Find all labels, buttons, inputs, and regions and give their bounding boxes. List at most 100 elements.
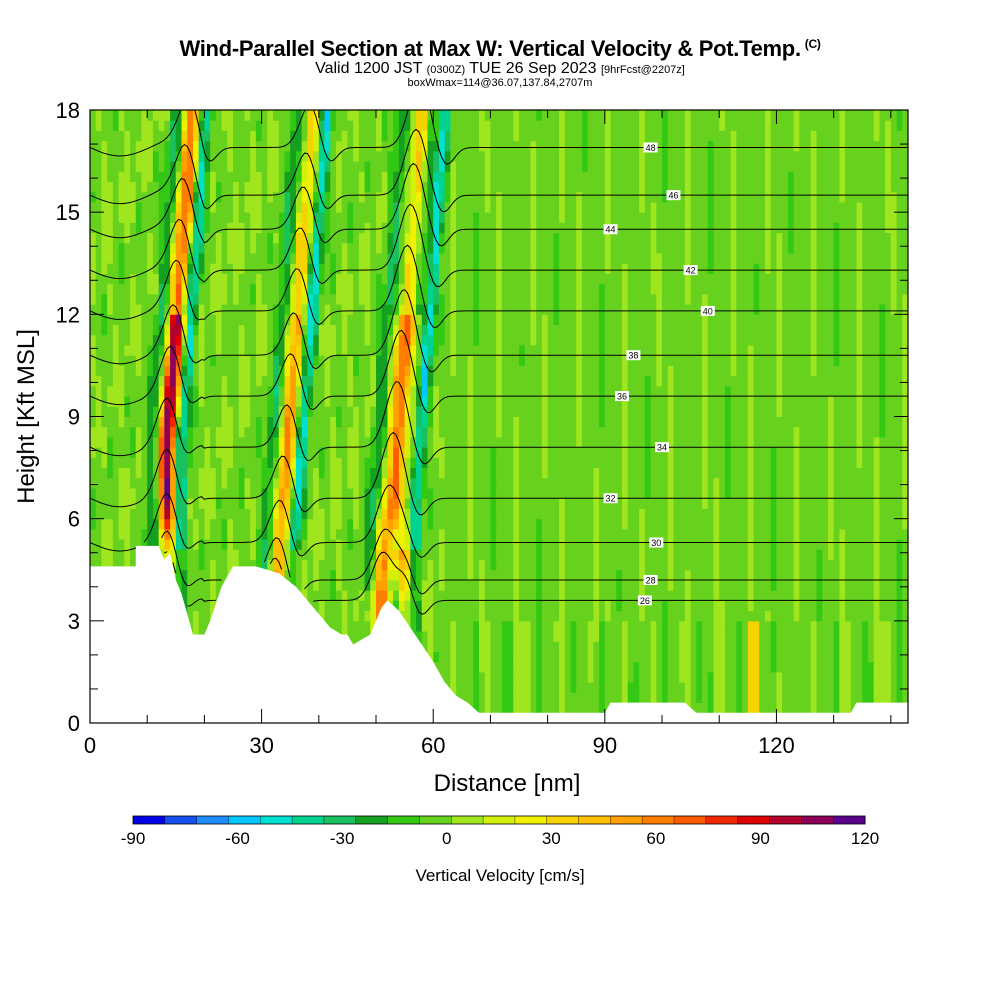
velocity-cell: [95, 273, 102, 285]
velocity-cell: [553, 406, 560, 417]
velocity-cell: [387, 488, 394, 499]
velocity-cell: [450, 181, 457, 193]
velocity-cell: [507, 140, 514, 152]
velocity-cell: [433, 569, 440, 581]
velocity-cell: [473, 375, 480, 387]
velocity-cell: [478, 375, 486, 387]
velocity-cell: [467, 549, 474, 561]
velocity-cell: [204, 539, 211, 550]
velocity-cell: [398, 130, 406, 142]
velocity-cell: [427, 539, 434, 550]
velocity-cell: [416, 620, 423, 632]
velocity-cell: [130, 110, 137, 121]
velocity-cell: [387, 222, 394, 234]
velocity-cell: [90, 232, 97, 244]
velocity-cell: [376, 518, 383, 530]
velocity-cell: [301, 334, 308, 346]
velocity-cell: [192, 498, 200, 509]
velocity-cell: [410, 518, 417, 530]
velocity-cell: [290, 314, 297, 326]
velocity-cell: [484, 671, 491, 683]
velocity-cell: [244, 344, 251, 356]
velocity-cell: [478, 477, 486, 489]
velocity-cell: [404, 355, 411, 366]
velocity-cell: [135, 447, 142, 458]
velocity-cell: [376, 396, 383, 407]
velocity-cell: [490, 692, 497, 704]
velocity-cell: [301, 559, 308, 571]
velocity-cell: [324, 549, 331, 561]
velocity-cell: [496, 620, 503, 632]
velocity-cell: [519, 344, 526, 356]
velocity-cell: [313, 375, 320, 387]
velocity-cell: [130, 293, 137, 305]
velocity-cell: [267, 467, 274, 479]
velocity-cell: [456, 467, 463, 479]
velocity-cell: [267, 130, 274, 142]
velocity-cell: [444, 549, 451, 561]
velocity-cell: [152, 385, 160, 397]
velocity-cell: [313, 396, 320, 407]
velocity-cell: [244, 528, 251, 540]
velocity-cell: [370, 344, 377, 356]
velocity-cell: [559, 600, 566, 612]
velocity-cell: [347, 161, 354, 172]
velocity-cell: [541, 549, 549, 561]
velocity-cell: [530, 212, 537, 223]
velocity-cell: [135, 324, 142, 336]
velocity-cell: [524, 253, 531, 264]
velocity-cell: [107, 171, 114, 183]
velocity-cell: [376, 304, 383, 315]
velocity-cell: [478, 641, 486, 652]
velocity-cell: [519, 631, 526, 642]
velocity-cell: [541, 488, 549, 499]
velocity-cell: [215, 334, 223, 346]
velocity-cell: [484, 365, 491, 377]
velocity-cell: [553, 498, 560, 509]
velocity-cell: [467, 467, 474, 479]
velocity-cell: [164, 181, 171, 193]
velocity-cell: [536, 161, 543, 172]
velocity-cell: [496, 477, 503, 489]
velocity-cell: [198, 120, 205, 131]
velocity-cell: [107, 416, 114, 428]
velocity-cell: [347, 396, 354, 407]
velocity-cell: [427, 426, 434, 438]
velocity-cell: [559, 590, 566, 601]
velocity-cell: [158, 539, 165, 550]
velocity-cell: [198, 212, 205, 223]
velocity-cell: [450, 528, 457, 540]
velocity-cell: [427, 110, 434, 121]
velocity-cell: [519, 355, 526, 366]
velocity-cell: [541, 600, 549, 612]
velocity-cell: [547, 385, 554, 397]
velocity-cell: [358, 161, 366, 172]
velocity-cell: [284, 191, 291, 203]
velocity-cell: [461, 518, 469, 530]
velocity-cell: [450, 293, 457, 305]
velocity-cell: [559, 375, 566, 387]
velocity-cell: [124, 212, 131, 223]
velocity-cell: [536, 436, 543, 448]
velocity-cell: [267, 283, 274, 295]
velocity-cell: [501, 181, 509, 193]
velocity-cell: [490, 396, 497, 407]
velocity-cell: [410, 293, 417, 305]
velocity-cell: [170, 161, 177, 172]
velocity-cell: [164, 120, 171, 131]
velocity-cell: [90, 222, 97, 234]
velocity-cell: [496, 641, 503, 652]
velocity-cell: [261, 140, 268, 152]
velocity-cell: [484, 232, 491, 244]
velocity-cell: [536, 600, 543, 612]
velocity-cell: [192, 130, 200, 142]
velocity-cell: [507, 539, 514, 550]
velocity-cell: [307, 253, 314, 264]
velocity-cell: [490, 467, 497, 479]
velocity-cell: [416, 181, 423, 193]
velocity-cell: [456, 253, 463, 264]
velocity-cell: [210, 579, 217, 591]
velocity-cell: [233, 181, 240, 193]
velocity-cell: [90, 355, 97, 366]
velocity-cell: [421, 212, 428, 223]
